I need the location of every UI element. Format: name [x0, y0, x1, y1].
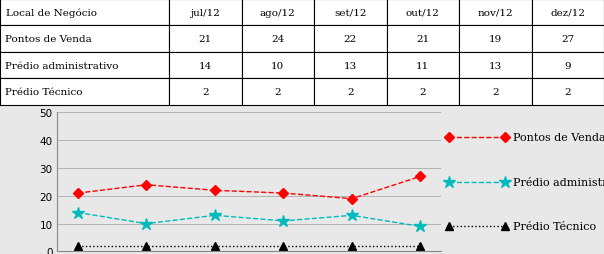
Text: 11: 11 [416, 61, 429, 70]
Text: jul/12: jul/12 [190, 9, 220, 18]
Text: Pontos de Venda: Pontos de Venda [5, 35, 92, 44]
FancyBboxPatch shape [169, 0, 242, 26]
Text: nov/12: nov/12 [478, 9, 513, 18]
FancyBboxPatch shape [387, 53, 459, 79]
FancyBboxPatch shape [169, 53, 242, 79]
FancyBboxPatch shape [314, 79, 387, 105]
Text: Prédio Técnico: Prédio Técnico [5, 88, 82, 97]
Text: 22: 22 [344, 35, 357, 44]
Text: Prédio administrativo: Prédio administrativo [5, 61, 118, 70]
Text: set/12: set/12 [334, 9, 367, 18]
Text: Prédio Técnico: Prédio Técnico [513, 221, 596, 232]
Text: Local de Negócio: Local de Negócio [6, 8, 97, 18]
Text: 24: 24 [271, 35, 284, 44]
Text: 10: 10 [271, 61, 284, 70]
FancyBboxPatch shape [459, 53, 532, 79]
Text: 21: 21 [199, 35, 212, 44]
Text: out/12: out/12 [406, 9, 440, 18]
Text: 9: 9 [565, 61, 571, 70]
FancyBboxPatch shape [532, 79, 604, 105]
FancyBboxPatch shape [314, 53, 387, 79]
FancyBboxPatch shape [0, 26, 169, 53]
FancyBboxPatch shape [532, 53, 604, 79]
Text: 14: 14 [199, 61, 212, 70]
FancyBboxPatch shape [532, 0, 604, 26]
FancyBboxPatch shape [314, 0, 387, 26]
FancyBboxPatch shape [459, 0, 532, 26]
FancyBboxPatch shape [314, 26, 387, 53]
FancyBboxPatch shape [387, 79, 459, 105]
Text: 13: 13 [489, 61, 502, 70]
Text: ago/12: ago/12 [260, 9, 296, 18]
Text: Pontos de Venda: Pontos de Venda [513, 133, 604, 143]
FancyBboxPatch shape [169, 26, 242, 53]
FancyBboxPatch shape [0, 53, 169, 79]
FancyBboxPatch shape [0, 79, 169, 105]
Text: Prédio administrativo: Prédio administrativo [513, 177, 604, 187]
Text: 2: 2 [492, 88, 498, 97]
FancyBboxPatch shape [242, 0, 314, 26]
FancyBboxPatch shape [242, 26, 314, 53]
FancyBboxPatch shape [0, 0, 169, 26]
FancyBboxPatch shape [532, 26, 604, 53]
FancyBboxPatch shape [459, 26, 532, 53]
Text: 19: 19 [489, 35, 502, 44]
Text: 2: 2 [420, 88, 426, 97]
FancyBboxPatch shape [242, 79, 314, 105]
Text: 21: 21 [416, 35, 429, 44]
FancyBboxPatch shape [387, 0, 459, 26]
FancyBboxPatch shape [242, 53, 314, 79]
Text: 2: 2 [565, 88, 571, 97]
FancyBboxPatch shape [169, 79, 242, 105]
FancyBboxPatch shape [459, 79, 532, 105]
Text: 27: 27 [561, 35, 574, 44]
Text: dez/12: dez/12 [550, 9, 585, 18]
Text: 2: 2 [347, 88, 353, 97]
Text: 13: 13 [344, 61, 357, 70]
Text: 2: 2 [202, 88, 208, 97]
Text: 2: 2 [275, 88, 281, 97]
FancyBboxPatch shape [387, 26, 459, 53]
